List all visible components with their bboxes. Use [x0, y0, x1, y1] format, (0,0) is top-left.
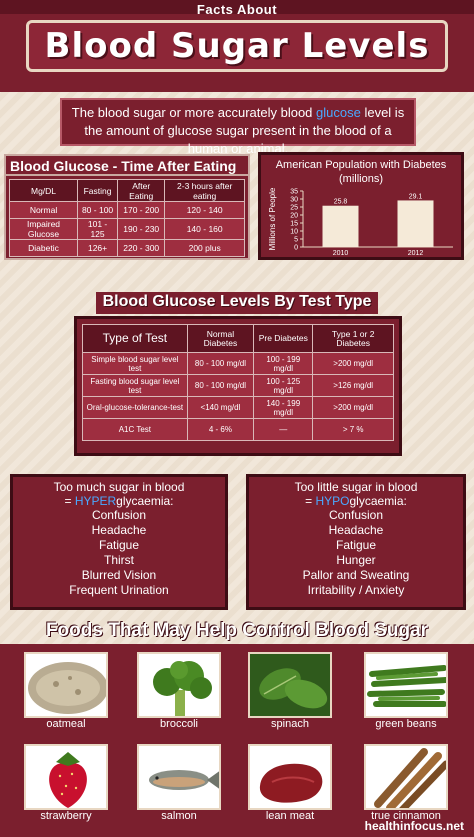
test-table: Type of Test Normal Diabetes Pre Diabete…: [82, 324, 394, 441]
header: Facts About Blood Sugar Levels: [0, 0, 474, 92]
strawberry-image: [24, 744, 108, 810]
glucose-table-title: Blood Glucose - Time After Eating: [10, 158, 237, 174]
table-row: Impaired Glucose 101 - 125 190 - 230 140…: [8, 218, 245, 240]
test-table-title: Blood Glucose Levels By Test Type: [102, 293, 372, 310]
glucose-table-box: Mg/DL Fasting After Eating 2-3 hours aft…: [4, 176, 250, 260]
food-salmon: salmon: [129, 740, 229, 830]
diabetes-chart: American Population with Diabetes (milli…: [258, 152, 464, 260]
x-tick-label: 2012: [408, 250, 424, 257]
table-row: A1C Test 4 - 6% — > 7 %: [82, 418, 394, 441]
hypo-highlight: HYPO: [315, 494, 350, 508]
y-tick-label: 35: [290, 189, 298, 196]
table-row: Fasting blood sugar level test 80 - 100 …: [82, 374, 394, 397]
food-green-beans: green beans: [356, 648, 456, 738]
facts-about-label: Facts About: [196, 2, 278, 17]
lean-meat-image: [248, 744, 332, 810]
table-row: Simple blood sugar level test 80 - 100 m…: [82, 352, 394, 375]
list-item: Fatigue: [98, 538, 140, 552]
oatmeal-image: [24, 652, 108, 718]
food-oatmeal: oatmeal: [16, 648, 116, 738]
y-tick-label: 25: [290, 205, 298, 212]
green-beans-image: [364, 652, 448, 718]
list-item: Irritability / Anxiety: [307, 583, 405, 597]
list-item: Hunger: [336, 553, 376, 567]
table-row: Oral-glucose-tolerance-test <140 mg/dl 1…: [82, 396, 394, 419]
table-row: Diabetic 126+ 220 - 300 200 plus: [8, 239, 245, 257]
y-tick-label: 30: [290, 197, 298, 204]
salmon-image: [137, 744, 221, 810]
y-tick-label: 0: [294, 245, 298, 252]
list-item: Blurred Vision: [81, 568, 157, 582]
food-broccoli: broccoli: [129, 648, 229, 738]
spinach-image: [248, 652, 332, 718]
food-spinach: spinach: [240, 648, 340, 738]
bar-2010: [322, 205, 359, 247]
glucose-highlight: glucose: [316, 105, 361, 120]
food-lean-meat: lean meat: [240, 740, 340, 830]
y-tick-label: 15: [290, 221, 298, 228]
hyper-highlight: HYPER: [74, 494, 117, 508]
intro-text: The blood sugar or more accurately blood…: [60, 98, 416, 156]
list-item: Headache: [91, 523, 147, 537]
hyper-symptom-list: Confusion Headache Fatigue Thirst Blurre…: [13, 508, 225, 598]
list-item: Frequent Urination: [69, 583, 169, 597]
list-item: Confusion: [91, 508, 147, 522]
foods-section: oatmeal broccoli spinach green beans str…: [0, 644, 474, 837]
list-item: Thirst: [104, 553, 134, 567]
broccoli-image: [137, 652, 221, 718]
y-tick-label: 20: [290, 213, 298, 220]
source-credit: healthinfocus.net: [364, 819, 464, 833]
y-tick-label: 5: [294, 237, 298, 244]
page-title: Blood Sugar Levels: [44, 26, 430, 66]
food-strawberry: strawberry: [16, 740, 116, 830]
hypo-symptom-list: Confusion Headache Fatigue Hunger Pallor…: [249, 508, 463, 598]
bar-value-label: 29.1: [409, 193, 423, 200]
test-table-box: Type of Test Normal Diabetes Pre Diabete…: [74, 316, 402, 456]
table-header-row: Mg/DL Fasting After Eating 2-3 hours aft…: [8, 179, 245, 202]
bar-value-label: 25.8: [334, 199, 348, 206]
list-item: Confusion: [328, 508, 384, 522]
chart-title: American Population with Diabetes (milli…: [275, 159, 447, 185]
glucose-table-title-bar: Blood Glucose - Time After Eating: [4, 154, 250, 176]
hypoglycaemia-panel: Too little sugar in blood = HYPOglycaemi…: [246, 474, 466, 610]
list-item: Pallor and Sweating: [302, 568, 410, 582]
table-row: Normal 80 - 100 170 - 200 120 - 140: [8, 201, 245, 219]
bar-2012: [397, 200, 434, 247]
y-tick-label: 10: [290, 229, 298, 236]
list-item: Fatigue: [335, 538, 377, 552]
glucose-table: Mg/DL Fasting After Eating 2-3 hours aft…: [8, 179, 245, 257]
cinnamon-image: [364, 744, 448, 810]
x-tick-label: 2010: [333, 250, 349, 257]
foods-title: Foods That May Help Control Blood Sugar: [45, 620, 429, 641]
table-header-row: Type of Test Normal Diabetes Pre Diabete…: [82, 324, 394, 353]
hyperglycaemia-panel: Too much sugar in blood = HYPERglycaemia…: [10, 474, 228, 610]
title-box: Blood Sugar Levels: [26, 20, 448, 72]
list-item: Headache: [328, 523, 384, 537]
y-axis-label: Millions of People: [268, 187, 277, 250]
food-true-cinnamon: true cinnamon: [356, 740, 456, 830]
